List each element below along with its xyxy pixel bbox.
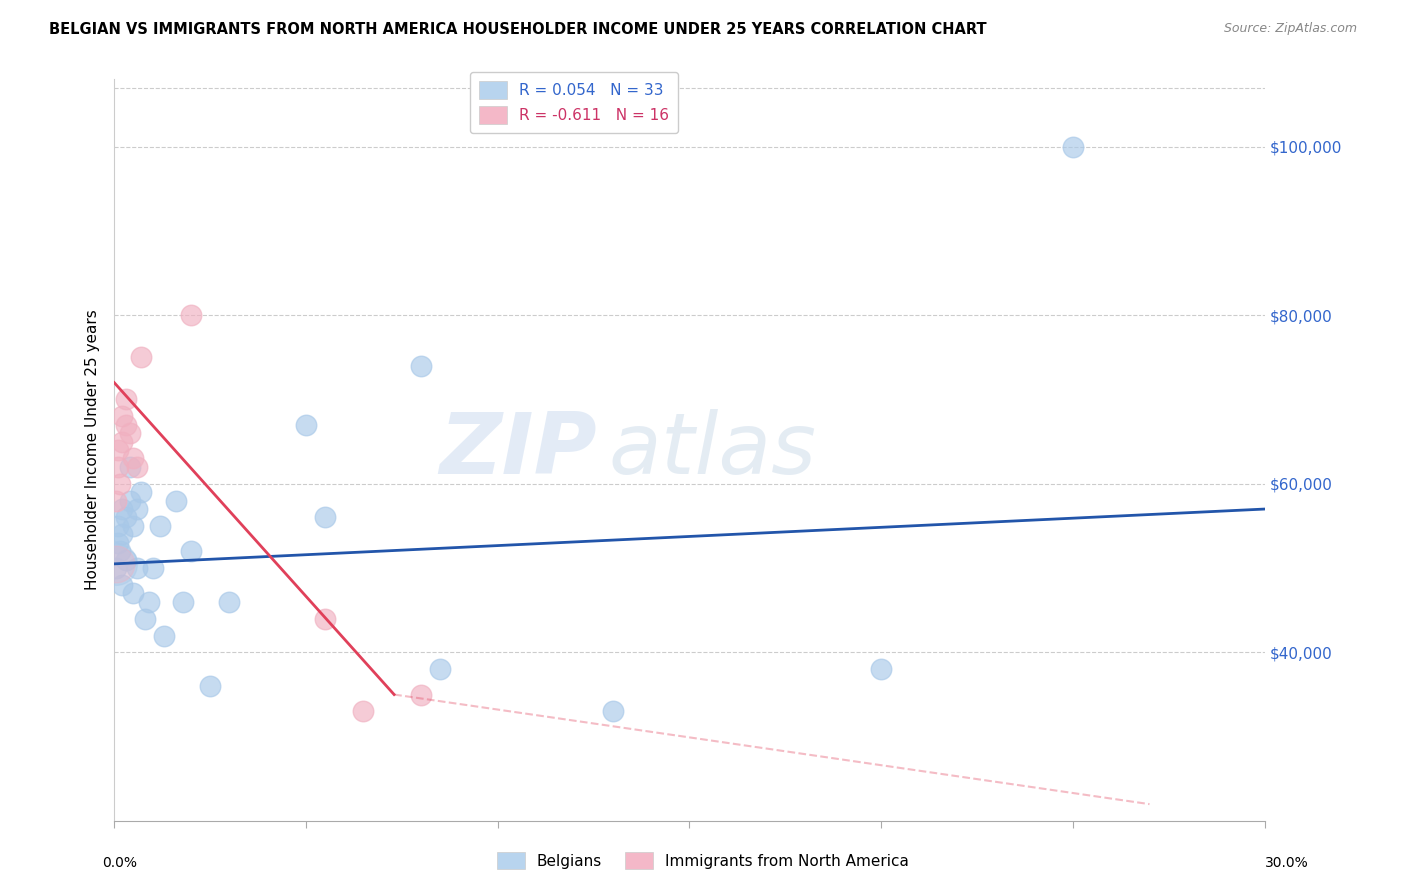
Point	[118, 426, 141, 441]
Point	[107, 519, 129, 533]
Point	[105, 557, 128, 571]
Point	[114, 417, 136, 432]
Text: 0.0%: 0.0%	[103, 856, 136, 870]
Point	[122, 519, 145, 533]
Point	[352, 705, 374, 719]
Point	[172, 595, 194, 609]
Point	[295, 417, 318, 432]
Point	[127, 561, 149, 575]
Point	[111, 578, 134, 592]
Point	[138, 595, 160, 609]
Point	[141, 561, 163, 575]
Point	[180, 544, 202, 558]
Y-axis label: Householder Income Under 25 years: Householder Income Under 25 years	[86, 310, 100, 591]
Text: ZIP: ZIP	[440, 409, 598, 491]
Point	[114, 510, 136, 524]
Point	[602, 705, 624, 719]
Point	[105, 493, 128, 508]
Point	[114, 392, 136, 407]
Point	[165, 493, 187, 508]
Point	[111, 527, 134, 541]
Point	[218, 595, 240, 609]
Point	[114, 552, 136, 566]
Legend: R = 0.054   N = 33, R = -0.611   N = 16: R = 0.054 N = 33, R = -0.611 N = 16	[471, 72, 678, 133]
Point	[149, 519, 172, 533]
Text: 30.0%: 30.0%	[1264, 856, 1309, 870]
Point	[111, 409, 134, 424]
Point	[111, 502, 134, 516]
Point	[134, 612, 156, 626]
Point	[314, 612, 336, 626]
Point	[122, 451, 145, 466]
Point	[122, 586, 145, 600]
Point	[129, 351, 152, 365]
Point	[107, 443, 129, 458]
Point	[129, 485, 152, 500]
Point	[409, 688, 432, 702]
Point	[198, 679, 221, 693]
Point	[105, 557, 128, 571]
Point	[1062, 139, 1084, 153]
Point	[870, 662, 893, 676]
Point	[153, 628, 176, 642]
Point	[108, 544, 131, 558]
Point	[108, 476, 131, 491]
Legend: Belgians, Immigrants from North America: Belgians, Immigrants from North America	[491, 846, 915, 875]
Text: BELGIAN VS IMMIGRANTS FROM NORTH AMERICA HOUSEHOLDER INCOME UNDER 25 YEARS CORRE: BELGIAN VS IMMIGRANTS FROM NORTH AMERICA…	[49, 22, 987, 37]
Point	[180, 308, 202, 322]
Point	[118, 493, 141, 508]
Point	[111, 434, 134, 449]
Point	[429, 662, 451, 676]
Point	[127, 502, 149, 516]
Point	[107, 459, 129, 474]
Text: Source: ZipAtlas.com: Source: ZipAtlas.com	[1223, 22, 1357, 36]
Point	[118, 459, 141, 474]
Point	[314, 510, 336, 524]
Point	[409, 359, 432, 373]
Point	[105, 561, 128, 575]
Text: atlas: atlas	[609, 409, 817, 491]
Point	[107, 535, 129, 549]
Point	[127, 459, 149, 474]
